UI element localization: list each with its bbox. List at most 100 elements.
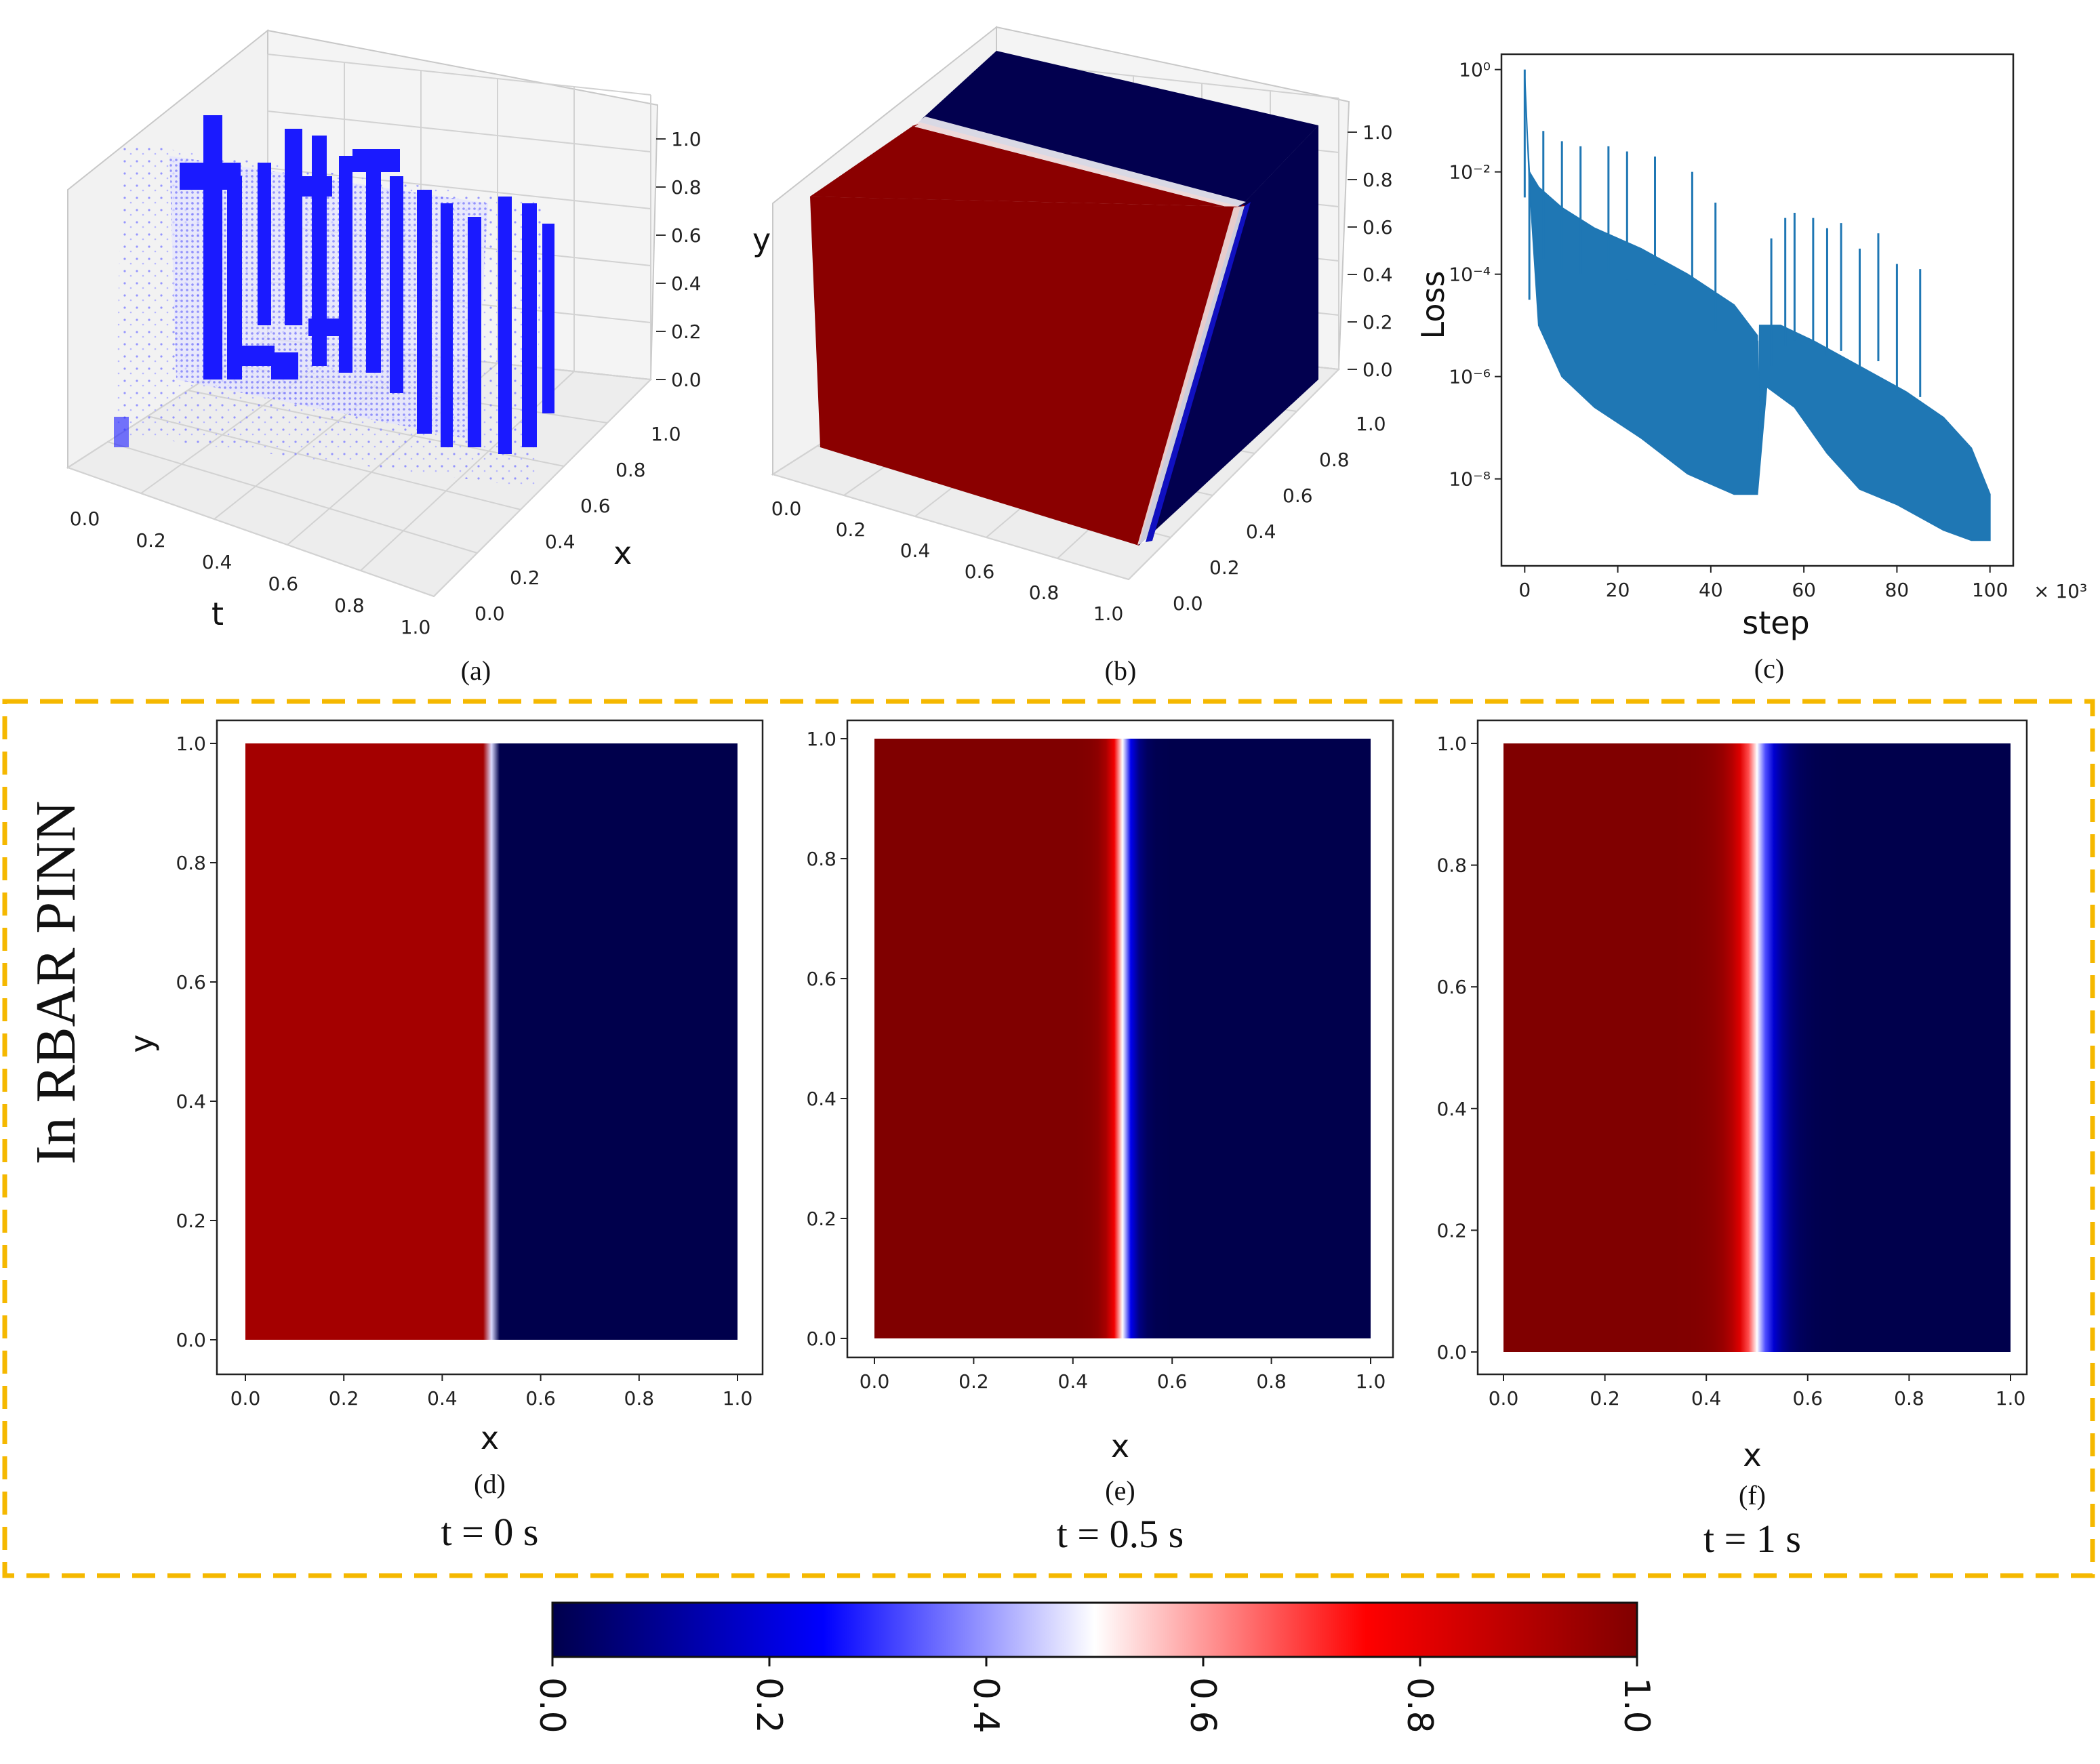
x-tick-label: 0.8 — [624, 1387, 655, 1410]
tick-label-x: 0.0 — [1173, 592, 1203, 615]
y-tick-label: 0.8 — [1436, 855, 1467, 877]
grid-line — [1128, 369, 1339, 580]
x-tick-label: 20 — [1606, 579, 1630, 601]
front-face-blue-strip — [1146, 202, 1251, 542]
axis-label-loss: Loss — [1415, 271, 1451, 340]
time-label: t = 0 s — [441, 1510, 539, 1554]
y-tick-label: 0.2 — [176, 1210, 206, 1232]
front-face-interface — [1137, 206, 1245, 545]
dense-point-cloud — [169, 156, 488, 440]
caption-f: (f) — [1739, 1480, 1766, 1511]
x-tick-label: 0.4 — [1691, 1387, 1722, 1410]
tick-label-t: 0.2 — [836, 518, 866, 541]
y-tick-label: 0.4 — [176, 1090, 206, 1113]
panel-a-3d-points: 0.00.00.00.20.20.20.40.40.40.60.60.60.80… — [66, 28, 702, 686]
tick-label-t: 0.2 — [136, 529, 166, 552]
y-tick-label: 1.0 — [176, 733, 206, 755]
point-column — [542, 224, 554, 413]
y-tick-label: 10⁰ — [1459, 59, 1491, 81]
time-label: t = 1 s — [1703, 1517, 1801, 1561]
colorbar-tick-label: 0.2 — [748, 1677, 789, 1734]
point-column — [285, 129, 302, 325]
caption-e: (e) — [1105, 1475, 1135, 1506]
tick-label-z: 0.0 — [1362, 358, 1393, 381]
tick-label-x: 0.2 — [510, 567, 540, 589]
y-tick-label: 0.8 — [176, 852, 206, 874]
y-tick-label: 10⁻⁶ — [1449, 366, 1491, 388]
rbar-pinn-frame — [2, 699, 2095, 1578]
y-tick-label: 0.4 — [1436, 1098, 1467, 1120]
x-tick-label: 0.6 — [1157, 1370, 1188, 1393]
point-column — [366, 169, 381, 373]
tick-label-z: 0.4 — [671, 272, 702, 295]
right-face-lower — [1139, 125, 1318, 546]
tick-label-z: 0.0 — [671, 369, 702, 391]
tick-label-t: 0.0 — [70, 508, 100, 530]
tick-label-z: 1.0 — [1362, 121, 1393, 144]
colorbar-tick-label: 0.4 — [965, 1677, 1006, 1734]
group-label: In RBAR PINN — [24, 801, 87, 1165]
axis-label-step: step — [1742, 604, 1810, 641]
panel-c-loss: 0 20 40 60 80 100 10⁰ 10⁻² 10⁻⁴ 10⁻⁶ 10⁻⁸ Loss ste… — [1415, 53, 2087, 684]
tick-label-x: 1.0 — [651, 423, 681, 445]
axis-label-y: y — [123, 1034, 160, 1052]
tick-label-t: 0.6 — [965, 560, 995, 583]
y-tick-label: 10⁻⁴ — [1449, 264, 1491, 286]
point-column — [468, 217, 481, 447]
tick-label-z: 1.0 — [671, 128, 702, 150]
grid-line — [107, 441, 478, 554]
colorbar-tick-label: 0.6 — [1182, 1677, 1223, 1734]
y-tick-label: 10⁻⁸ — [1449, 468, 1491, 491]
point-cluster — [114, 417, 129, 447]
caption-b: (b) — [1105, 655, 1137, 686]
axis-label-x: x — [481, 1420, 499, 1456]
tick-label-z: 0.8 — [671, 176, 702, 199]
x-tick-label: 0.2 — [329, 1387, 359, 1410]
y-tick-label: 1.0 — [1436, 733, 1467, 755]
tick-label-z: 0.2 — [671, 321, 702, 343]
tick-label-t: 0.4 — [202, 551, 233, 573]
point-column — [390, 176, 403, 393]
caption-a: (a) — [461, 655, 491, 686]
panel-b-3d-solution: 0.0 0.0 0.0 0.2 0.2 0.2 0.4 0.4 0.4 0.6 0.6 0.6 0.8 0… — [752, 25, 1393, 686]
point-column — [339, 156, 352, 373]
x-tick-label: 0.6 — [1793, 1387, 1823, 1410]
point-cluster — [180, 163, 241, 190]
x-tick-label: 0 — [1518, 579, 1531, 601]
y-tick-label: 0.2 — [806, 1208, 836, 1230]
point-cluster — [298, 176, 332, 197]
x-tick-label: 40 — [1699, 579, 1723, 601]
axis-label-x: x — [1111, 1428, 1129, 1464]
colorbar-tick-label: 0.8 — [1399, 1677, 1440, 1734]
tick-label-t: 1.0 — [1093, 602, 1124, 625]
heatmap-field — [874, 739, 1371, 1338]
x-tick-label: 1.0 — [1996, 1387, 2026, 1410]
grid-line — [267, 54, 651, 96]
colorbar-tick-label: 1.0 — [1616, 1677, 1657, 1734]
tick-label-x: 0.4 — [1246, 520, 1276, 543]
tick-label-x: 0.0 — [474, 602, 505, 625]
x-tick-label: 0.0 — [1489, 1387, 1519, 1410]
y-tick-label: 0.0 — [1436, 1341, 1467, 1363]
colorbar: 0.0 0.2 0.4 0.6 0.8 1.0 — [531, 1601, 1657, 1734]
top-face-blue — [918, 51, 1318, 207]
grid-line — [67, 467, 435, 597]
caption-d: (d) — [474, 1469, 506, 1499]
top-face-red-wedge — [810, 124, 1240, 209]
point-column — [203, 115, 222, 380]
loss-band-phase1 — [1524, 75, 1758, 495]
tick-label-x: 0.8 — [1319, 449, 1350, 471]
tick-label-x: 0.6 — [1283, 485, 1313, 507]
tick-label-t: 0.8 — [1029, 581, 1059, 604]
x-tick-label: 0.2 — [1590, 1387, 1620, 1410]
tick-label-z: 0.8 — [1362, 169, 1393, 191]
y-tick-label: 0.0 — [176, 1329, 206, 1351]
y-tick-label: 10⁻² — [1449, 161, 1491, 184]
x-tick-label: 100 — [1972, 579, 2008, 601]
y-tick-label: 0.2 — [1436, 1219, 1467, 1242]
heatmap-panels: 0.0 0.2 0.4 0.6 0.8 1.0 0.0 0.2 0.4 0.6 0.8 1.0 x (d)… — [123, 719, 2028, 1561]
top-face-interface — [912, 117, 1246, 209]
heatmap-f: 0.0 0.2 0.4 0.6 0.8 1.0 0.0 0.2 0.4 0.6 0.8 1.0 x (f)… — [1436, 719, 2028, 1561]
loss-band-phase2 — [1756, 325, 1991, 541]
